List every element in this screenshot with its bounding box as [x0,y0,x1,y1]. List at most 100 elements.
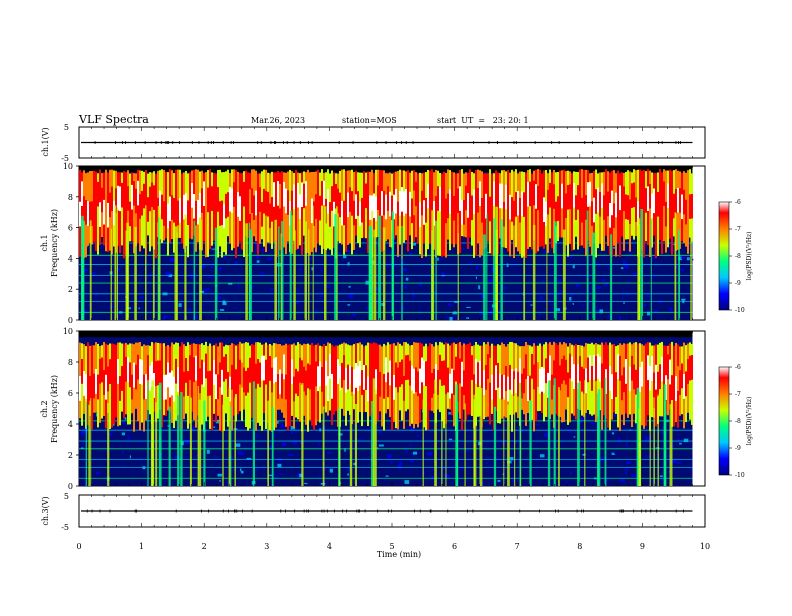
spectrogram-band-core [255,363,257,389]
spectrogram-noise-cell [296,313,302,315]
spectrogram-band-core [679,370,681,395]
spectrogram-noise-cell [220,309,225,311]
spectrogram-band-core [371,195,373,221]
spectrogram-noise-cell [122,450,124,455]
spectrogram-sferic [222,404,224,486]
spectrogram-sferic [375,388,377,486]
spectrogram-noise-cell [121,432,125,436]
spectrogram-noise-cell [597,309,600,314]
spectrogram-band-core [315,361,317,387]
spectrogram-band-column [265,342,267,429]
spectrogram-noise-cell [690,469,692,472]
spectrogram-sferic [81,219,84,320]
spectrogram-sferic [434,379,437,486]
spectrogram-noise-cell [575,284,580,287]
ch3-ylabel: ch.3(V) [41,496,50,525]
spectrogram-band-column [279,172,281,250]
spectrogram-band-core [491,374,493,400]
spectrogram-noise-cell [365,307,371,310]
spectrogram-noise-cell [187,308,191,311]
spectrogram-band-core [577,364,579,390]
spectrogram-sferic [441,395,443,486]
spectrogram-noise-cell [308,257,312,260]
spectrogram-band-core [291,190,293,216]
spectrogram-band-core [281,190,283,215]
spectrogram-noise-cell [80,433,83,436]
spectrogram-band-core [91,201,93,226]
spectrogram-sferic [214,227,218,320]
spectrogram-band-column [297,172,299,249]
spectrogram-noise-cell [246,457,252,460]
spectrogram-noise-cell [115,429,117,431]
ch1-colorbar-label: log(PSD)(V²/Hz) [746,232,753,281]
spectrogram-band-core [173,376,175,402]
spectrogram-band-core [415,181,417,207]
spectrogram-band-core [211,186,213,211]
spectrogram-sferic [577,382,580,486]
spectrogram-noise-cell [543,250,546,254]
spectrogram-band-core [517,371,519,397]
spectrogram-band-core [429,368,431,393]
spectrogram-band-core [173,198,175,223]
spectrogram-noise-cell [535,423,540,426]
spectrogram-band-core [431,373,433,398]
spectrogram-band-core [527,181,529,207]
spectrogram-noise-cell [471,434,473,436]
spectrogram-noise-cell [234,261,237,265]
spectrogram-band-core [133,362,135,388]
spectrogram-band-core [183,194,185,220]
ch2-colorbar-label: log(PSD)(V²/Hz) [746,397,753,446]
station-label: station=MOS [342,116,397,125]
spectrogram-band-core [313,374,315,399]
spectrogram-band-core [181,359,183,385]
spectrogram-band-core [161,364,163,390]
spectrogram-band-core [689,355,691,381]
spectrogram-noise-cell [590,422,596,425]
spectrogram-noise-cell [167,425,170,427]
spectrogram-noise-cell [569,293,573,296]
spectrogram-band-core [303,183,305,209]
spectrogram-noise-cell [271,434,276,436]
spectrogram-noise-cell [297,288,300,291]
spectrogram-band-core [499,183,501,209]
spectrogram-band-core [413,190,415,216]
spectrogram-band-core [143,374,145,400]
spectrogram-band-core [145,187,147,212]
spectrogram-band-core [469,358,471,384]
spectrogram-band-core [313,201,315,226]
spectrogram-sferic [334,214,337,320]
spectrogram-band-core [585,195,587,220]
spectrogram-sferic [455,384,458,486]
spectrogram-noise-cell [410,443,412,446]
spectrogram-band-core [511,369,513,394]
spectrogram-band-column [205,341,207,422]
spectrogram-sferic [553,221,557,320]
spectrogram-noise-cell [347,304,351,306]
spectrogram-band-core [337,359,339,384]
spectrogram-noise-cell [107,432,113,436]
spectrogram-band-core [577,185,579,210]
ch3-waveform-trace [81,509,693,513]
spectrogram-noise-cell [230,431,233,433]
spectrogram-noise-cell [185,452,188,454]
spectrogram-noise-cell [604,282,608,286]
spectrogram-band-core [433,368,435,394]
figure-title: VLF Spectra [78,113,149,126]
spectrogram-band-core [643,369,645,395]
spectrogram-band-core [659,364,661,390]
spectrogram-noise-cell [139,296,144,299]
spectrogram-noise-cell [623,260,627,264]
spectrogram-sferic [678,230,680,320]
spectrogram-band-core [243,181,245,207]
spectrogram-sferic [354,404,357,486]
spectrogram-band-column [425,343,427,431]
spectrogram-noise-cell [290,425,296,430]
spectrogram-band-core [297,182,299,208]
spectrogram-sferic [690,229,692,320]
spectrogram-noise-cell [402,306,405,311]
ch2-spec-ytick-label: 0 [68,482,73,491]
spectrogram-band-core [573,364,575,389]
spectrogram-noise-cell [446,315,449,318]
spectrogram-band-core [523,192,525,217]
